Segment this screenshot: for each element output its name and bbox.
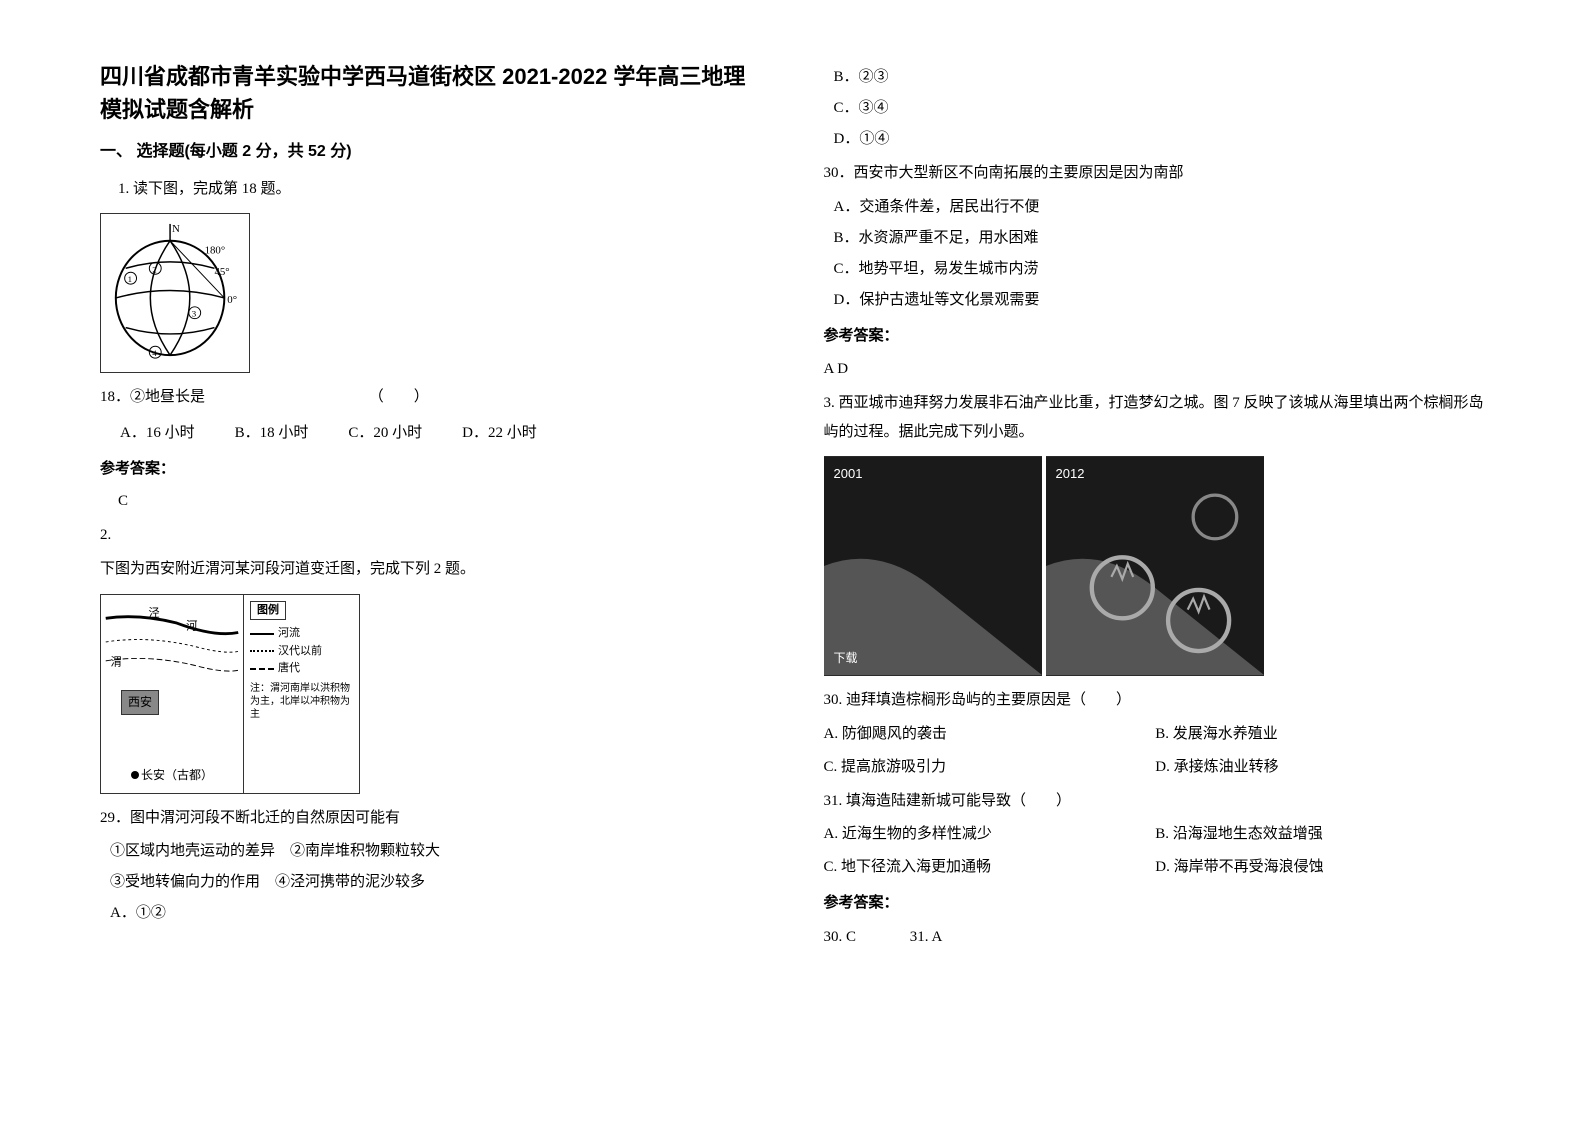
exam-title: 四川省成都市青羊实验中学西马道街校区 2021-2022 学年高三地理模拟试题含… <box>100 60 764 126</box>
xian-label: 西安 <box>121 690 159 716</box>
q3-answer30: 30. C <box>824 929 857 945</box>
q30-opt-c: C. 提高旅游吸引力 <box>824 754 1156 781</box>
q18-question: 18．②地昼长是 （ ） <box>100 383 764 412</box>
legend-han-text: 汉代以前 <box>278 644 322 659</box>
q18-options: A．16 小时 B．18 小时 C．20 小时 D．22 小时 <box>120 420 764 447</box>
legend-tang-text: 唐代 <box>278 661 300 676</box>
q31-row1: A. 近海生物的多样性减少 B. 沿海湿地生态效益增强 <box>824 821 1488 848</box>
map-legend: 图例 河流 汉代以前 唐代 注：渭河南岸以洪积物为主，北岸以冲积物为主 <box>244 595 359 793</box>
q31-row2: C. 地下径流入海更加通畅 D. 海岸带不再受海浪侵蚀 <box>824 854 1488 881</box>
globe-diagram: N 180° 45° 0° 1 2 3 4 <box>100 213 250 373</box>
q30x-opt-b: B．水资源严重不足，用水困难 <box>834 225 1488 252</box>
q29-opt-b: B．②③ <box>834 64 1488 91</box>
legend-note: 注：渭河南岸以洪积物为主，北岸以冲积物为主 <box>250 682 353 721</box>
q30x-opt-a: A．交通条件差，居民出行不便 <box>834 194 1488 221</box>
q31-question: 31. 填海造陆建新城可能导致（ ） <box>824 787 1488 816</box>
q18-opt-d: D．22 小时 <box>462 420 537 447</box>
left-column: 四川省成都市青羊实验中学西马道街校区 2021-2022 学年高三地理模拟试题含… <box>100 60 764 959</box>
changan-label: 长安（古都） <box>131 765 213 787</box>
q30-opt-a: A. 防御飓风的袭击 <box>824 721 1156 748</box>
q2-answer-label: 参考答案： <box>824 322 1488 349</box>
q18-paren: （ ） <box>369 389 429 405</box>
globe-n-label: N <box>172 223 180 235</box>
q31-opt-c: C. 地下径流入海更加通畅 <box>824 854 1156 881</box>
legend-title: 图例 <box>250 601 286 620</box>
q29-opt-c: C．③④ <box>834 95 1488 122</box>
dot-icon <box>131 771 139 779</box>
globe-180-label: 180° <box>205 245 226 257</box>
q3-answer-label: 参考答案： <box>824 889 1488 916</box>
svg-text:泾: 泾 <box>148 606 159 619</box>
legend-han: 汉代以前 <box>250 644 353 659</box>
map-area: 渭 泾 河 西安 长安（古都） <box>101 595 244 793</box>
dubai-figure: 2001 下载 2012 <box>824 456 1488 676</box>
globe-45-label: 45° <box>214 267 229 279</box>
q30-row2: C. 提高旅游吸引力 D. 承接炼油业转移 <box>824 754 1488 781</box>
legend-tang: 唐代 <box>250 661 353 676</box>
dash-line-icon <box>250 668 274 670</box>
year-2001-label: 2001 <box>834 462 863 485</box>
dubai-photos: 2001 下载 2012 <box>824 456 1264 676</box>
q29-line2: ③受地转偏向力的作用 ④泾河携带的泥沙较多 <box>110 869 764 896</box>
q30x-question: 30．西安市大型新区不向南拓展的主要原因是因为南部 <box>824 159 1488 188</box>
q31-opt-d: D. 海岸带不再受海浪侵蚀 <box>1155 854 1487 881</box>
download-label: 下载 <box>834 648 858 670</box>
q2-intro: 下图为西安附近渭河某河段河道变迁图，完成下列 2 题。 <box>100 555 764 584</box>
q18-opt-a: A．16 小时 <box>120 420 195 447</box>
svg-text:3: 3 <box>192 309 197 319</box>
q31-opt-b: B. 沿海湿地生态效益增强 <box>1155 821 1487 848</box>
q3-intro: 3. 西亚城市迪拜努力发展非石油产业比重，打造梦幻之城。图 7 反映了该城从海里… <box>824 389 1488 446</box>
xian-map: 渭 泾 河 西安 长安（古都） 图例 河流 汉代以前 唐代 注：渭河南岸以洪积物… <box>100 594 360 794</box>
q29-opt-d: D．①④ <box>834 126 1488 153</box>
q2-answer: A D <box>824 355 1488 384</box>
svg-text:1: 1 <box>128 274 132 284</box>
q29-question: 29．图中渭河河段不断北迁的自然原因可能有 <box>100 804 764 833</box>
q18-text: 18．②地昼长是 <box>100 389 205 405</box>
line-icon <box>250 633 274 635</box>
q29-opt-a: A．①② <box>110 900 764 927</box>
globe-0-label: 0° <box>227 294 237 306</box>
svg-text:2: 2 <box>152 265 156 275</box>
q1-answer-label: 参考答案： <box>100 455 764 482</box>
svg-text:渭: 渭 <box>110 655 121 668</box>
q30x-opt-d: D．保护古遗址等文化景观需要 <box>834 287 1488 314</box>
legend-river-text: 河流 <box>278 626 300 641</box>
section-1-header: 一、 选择题(每小题 2 分，共 52 分) <box>100 138 764 167</box>
exam-page: 四川省成都市青羊实验中学西马道街校区 2021-2022 学年高三地理模拟试题含… <box>100 60 1487 959</box>
svg-text:河: 河 <box>186 619 197 632</box>
q2-num: 2. <box>100 521 764 550</box>
q30x-opt-c: C．地势平坦，易发生城市内涝 <box>834 256 1488 283</box>
photo-2012: 2012 <box>1046 456 1264 676</box>
dot-line-icon <box>250 650 274 652</box>
q30-row1: A. 防御飓风的袭击 B. 发展海水养殖业 <box>824 721 1488 748</box>
q1-answer: C <box>118 488 764 515</box>
photo-2001: 2001 下载 <box>824 456 1042 676</box>
q30-opt-d: D. 承接炼油业转移 <box>1155 754 1487 781</box>
q3-answer31: 31. A <box>910 929 943 945</box>
q18-opt-c: C．20 小时 <box>348 420 422 447</box>
year-2012-label: 2012 <box>1056 462 1085 485</box>
map-figure: 渭 泾 河 西安 长安（古都） 图例 河流 汉代以前 唐代 注：渭河南岸以洪积物… <box>100 594 764 794</box>
svg-text:4: 4 <box>152 348 157 358</box>
globe-figure: N 180° 45° 0° 1 2 3 4 <box>100 213 764 373</box>
q1-intro: 1. 读下图，完成第 18 题。 <box>118 175 764 204</box>
right-column: B．②③ C．③④ D．①④ 30．西安市大型新区不向南拓展的主要原因是因为南部… <box>824 60 1488 959</box>
q31-opt-a: A. 近海生物的多样性减少 <box>824 821 1156 848</box>
q30-question: 30. 迪拜填造棕榈形岛屿的主要原因是（ ） <box>824 686 1488 715</box>
q3-answers: 30. C 31. A <box>824 924 1488 951</box>
changan-text: 长安（古都） <box>141 768 213 782</box>
q18-opt-b: B．18 小时 <box>235 420 309 447</box>
q29-line1: ①区域内地壳运动的差异 ②南岸堆积物颗粒较大 <box>110 838 764 865</box>
q30-opt-b: B. 发展海水养殖业 <box>1155 721 1487 748</box>
legend-river: 河流 <box>250 626 353 641</box>
